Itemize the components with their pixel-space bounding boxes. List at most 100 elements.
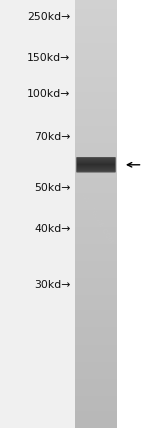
Bar bbox=[75, 336, 117, 338]
Bar bbox=[75, 216, 117, 218]
Bar bbox=[75, 372, 117, 374]
Text: 250kd→: 250kd→ bbox=[27, 12, 70, 22]
Bar bbox=[75, 139, 117, 141]
Bar bbox=[75, 329, 117, 332]
Bar bbox=[77, 158, 115, 159]
Bar bbox=[75, 199, 117, 201]
Bar bbox=[75, 276, 117, 278]
Bar bbox=[77, 167, 115, 168]
Bar bbox=[75, 282, 117, 285]
Bar bbox=[75, 229, 117, 231]
Bar bbox=[75, 171, 117, 173]
Bar bbox=[75, 383, 117, 385]
Bar bbox=[75, 179, 117, 182]
Bar bbox=[75, 387, 117, 389]
Bar bbox=[75, 34, 117, 36]
Bar bbox=[75, 154, 117, 156]
Bar bbox=[75, 346, 117, 349]
Bar bbox=[77, 163, 115, 164]
Bar bbox=[75, 201, 117, 203]
Bar bbox=[75, 156, 117, 158]
Bar bbox=[75, 333, 117, 336]
Bar bbox=[75, 42, 117, 45]
Bar bbox=[75, 211, 117, 214]
Bar bbox=[75, 104, 117, 107]
Bar bbox=[75, 376, 117, 379]
Bar bbox=[75, 393, 117, 396]
Bar bbox=[75, 325, 117, 327]
Bar bbox=[77, 158, 115, 159]
Bar bbox=[75, 111, 117, 113]
Bar bbox=[75, 181, 117, 184]
Bar bbox=[75, 220, 117, 223]
Bar bbox=[75, 410, 117, 413]
Bar bbox=[75, 6, 117, 9]
Bar bbox=[75, 94, 117, 96]
Bar bbox=[75, 0, 117, 2]
Bar bbox=[75, 186, 117, 188]
Bar bbox=[75, 237, 117, 240]
Bar bbox=[75, 244, 117, 246]
Bar bbox=[75, 17, 117, 19]
Bar bbox=[77, 166, 115, 167]
Bar bbox=[75, 338, 117, 340]
Bar bbox=[75, 102, 117, 105]
Bar bbox=[75, 38, 117, 41]
Bar bbox=[77, 162, 115, 163]
Bar bbox=[75, 130, 117, 133]
Bar bbox=[75, 74, 117, 77]
Bar bbox=[75, 57, 117, 60]
Bar bbox=[75, 419, 117, 422]
Bar bbox=[75, 209, 117, 212]
Bar bbox=[75, 353, 117, 355]
Bar bbox=[75, 162, 117, 165]
Bar bbox=[75, 241, 117, 244]
Bar bbox=[75, 192, 117, 195]
Bar bbox=[77, 169, 115, 170]
Bar bbox=[77, 170, 115, 171]
Bar bbox=[75, 406, 117, 409]
Bar bbox=[75, 27, 117, 30]
Bar bbox=[75, 175, 117, 178]
Bar bbox=[75, 164, 117, 167]
Bar bbox=[75, 413, 117, 415]
Bar bbox=[75, 173, 117, 175]
Bar bbox=[75, 203, 117, 205]
Bar bbox=[75, 355, 117, 357]
Text: 150kd→: 150kd→ bbox=[27, 53, 70, 63]
Bar bbox=[75, 218, 117, 220]
Bar bbox=[75, 25, 117, 28]
Bar bbox=[75, 361, 117, 364]
Bar bbox=[75, 368, 117, 370]
Bar bbox=[75, 15, 117, 17]
Bar bbox=[75, 293, 117, 295]
Bar bbox=[75, 231, 117, 233]
Bar bbox=[75, 141, 117, 143]
Bar bbox=[77, 165, 115, 166]
Bar bbox=[75, 117, 117, 120]
Bar bbox=[75, 246, 117, 248]
Bar bbox=[75, 340, 117, 342]
Bar bbox=[75, 363, 117, 366]
Bar bbox=[75, 267, 117, 270]
Bar bbox=[75, 312, 117, 315]
Bar bbox=[75, 169, 117, 171]
Bar bbox=[77, 164, 115, 165]
Bar bbox=[75, 122, 117, 124]
Bar bbox=[75, 425, 117, 428]
Bar bbox=[75, 12, 117, 15]
Bar bbox=[75, 166, 117, 169]
Bar bbox=[75, 303, 117, 306]
Bar bbox=[75, 415, 117, 417]
Bar bbox=[75, 196, 117, 199]
Bar bbox=[75, 378, 117, 381]
Bar bbox=[75, 421, 117, 424]
Bar bbox=[75, 254, 117, 257]
Bar bbox=[75, 273, 117, 276]
Text: 70kd→: 70kd→ bbox=[34, 132, 70, 142]
Bar bbox=[77, 166, 115, 167]
Bar bbox=[75, 190, 117, 193]
Bar bbox=[77, 161, 115, 162]
Bar bbox=[75, 47, 117, 49]
Bar bbox=[75, 408, 117, 411]
